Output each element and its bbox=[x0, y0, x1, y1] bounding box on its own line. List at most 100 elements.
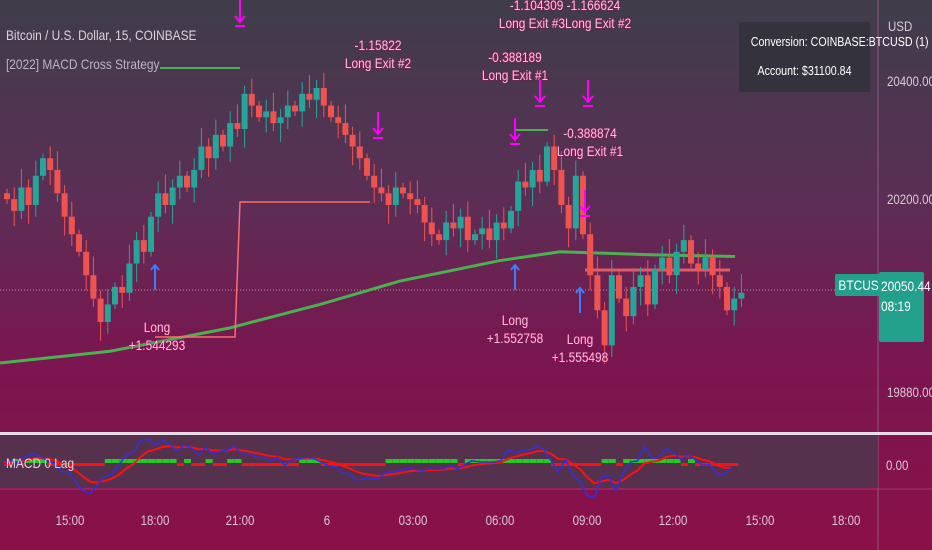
candle-body bbox=[659, 257, 666, 270]
macd-histogram-bar bbox=[529, 459, 537, 463]
candle-body bbox=[486, 228, 493, 241]
annotation-line: Long bbox=[566, 331, 594, 347]
candle-body bbox=[716, 275, 723, 287]
macd-histogram-bar bbox=[212, 463, 220, 466]
candle-body bbox=[544, 146, 550, 182]
candle-body bbox=[464, 216, 471, 241]
macd-histogram-bar bbox=[155, 459, 163, 463]
candle-body bbox=[385, 193, 392, 205]
annotation-line: Long bbox=[143, 319, 171, 335]
macd-histogram-bar bbox=[392, 459, 400, 463]
macd-histogram-bar bbox=[126, 459, 134, 463]
trade-annotation: -1.15822 Long Exit #2 bbox=[345, 36, 411, 72]
macd-histogram-bar bbox=[18, 463, 26, 466]
macd-histogram-bar bbox=[450, 459, 458, 463]
candle-body bbox=[263, 111, 270, 118]
candle-body bbox=[508, 210, 514, 229]
candle-body bbox=[76, 234, 82, 252]
candle-body bbox=[198, 146, 205, 170]
macd-histogram-bar bbox=[140, 459, 148, 463]
time-tick: 15:00 bbox=[745, 512, 775, 528]
candle-body bbox=[637, 275, 644, 287]
macd-histogram-bar bbox=[97, 463, 105, 466]
candle-body bbox=[565, 205, 572, 229]
candle-body bbox=[133, 240, 140, 264]
annotation-line: +1.544293 bbox=[128, 337, 186, 353]
candle-body bbox=[335, 117, 342, 124]
macd-histogram-bar bbox=[616, 463, 623, 466]
candle-body bbox=[126, 263, 133, 293]
macd-histogram-bar bbox=[608, 459, 616, 463]
macd-histogram-bar bbox=[83, 463, 91, 466]
time-tick: 21:00 bbox=[225, 512, 255, 528]
macd-histogram-bar bbox=[515, 459, 523, 463]
macd-histogram-bar bbox=[292, 463, 299, 466]
entry-arrow-icon bbox=[510, 263, 520, 290]
macd-histogram-bar bbox=[205, 459, 213, 463]
candle-body bbox=[299, 93, 306, 112]
candle-body bbox=[378, 187, 385, 194]
candle-body bbox=[457, 216, 464, 229]
candle-body bbox=[529, 169, 536, 188]
candle-body bbox=[220, 134, 226, 147]
candle-body bbox=[212, 134, 219, 159]
candle-body bbox=[436, 234, 442, 241]
macd-histogram-bar bbox=[25, 459, 33, 463]
candle-body bbox=[536, 169, 543, 182]
macd-histogram-bar bbox=[580, 463, 587, 466]
macd-histogram-bar bbox=[119, 459, 127, 463]
candle-body bbox=[241, 93, 248, 129]
time-tick: 12:00 bbox=[658, 512, 688, 528]
account-text: Account: $31100.84 bbox=[757, 63, 852, 78]
candle-body bbox=[40, 158, 46, 176]
macd-histogram-bar bbox=[76, 463, 83, 466]
candle-body bbox=[349, 134, 356, 147]
candle-body bbox=[680, 240, 687, 252]
macd-histogram-bar bbox=[227, 459, 235, 463]
candle-body bbox=[673, 251, 680, 276]
trade-annotation: Long +1.555498 bbox=[552, 330, 609, 366]
exit-arrow-icon bbox=[582, 80, 594, 107]
annotation-line: Long Exit #1 bbox=[556, 143, 624, 159]
candle-body bbox=[61, 193, 68, 217]
macd-histogram-bar bbox=[256, 463, 263, 466]
candle-body bbox=[500, 222, 507, 229]
strategy-legend[interactable]: [2022] MACD Cross Strategy bbox=[6, 56, 160, 72]
macd-histogram-bar bbox=[104, 459, 112, 463]
candle-body bbox=[608, 275, 615, 346]
candle-body bbox=[594, 275, 601, 311]
candle-body bbox=[472, 234, 478, 241]
macd-histogram-bar bbox=[601, 459, 609, 463]
macd-histogram-bar bbox=[176, 463, 184, 466]
macd-histogram-bar bbox=[716, 463, 724, 466]
currency-label: USD bbox=[888, 18, 913, 34]
macd-histogram-bar bbox=[443, 459, 451, 463]
exit-arrow-icon bbox=[509, 118, 521, 145]
macd-histogram-bar bbox=[544, 459, 551, 463]
macd-histogram-bar bbox=[400, 459, 407, 463]
macd-histogram-bar bbox=[349, 463, 357, 466]
candle-body bbox=[83, 251, 90, 276]
candle-body bbox=[140, 240, 147, 252]
info-box: Conversion: COINBASE:BTCUSD (1) Account:… bbox=[739, 22, 929, 92]
candle-body bbox=[148, 216, 154, 252]
time-tick: 15:00 bbox=[55, 512, 85, 528]
last-price-tag: 20050.44 08:19 bbox=[879, 272, 931, 342]
candle-body bbox=[227, 123, 234, 147]
macd-histogram-bar bbox=[479, 459, 487, 463]
candle-body bbox=[184, 175, 190, 188]
macd-histogram-bar bbox=[385, 459, 393, 463]
candle-body bbox=[688, 240, 694, 264]
macd-histogram-bar bbox=[428, 459, 436, 463]
candle-body bbox=[364, 158, 370, 176]
trade-annotation: Long +1.544293 bbox=[129, 318, 186, 354]
macd-histogram-bar bbox=[644, 459, 652, 463]
candle-body bbox=[616, 275, 622, 299]
candle-body bbox=[392, 187, 399, 205]
macd-histogram-bar bbox=[90, 463, 98, 466]
macd-legend[interactable]: MACD 0 Lag bbox=[6, 455, 75, 471]
candle-body bbox=[702, 257, 709, 270]
candle-body bbox=[580, 175, 586, 235]
macd-histogram-bar bbox=[47, 463, 55, 466]
